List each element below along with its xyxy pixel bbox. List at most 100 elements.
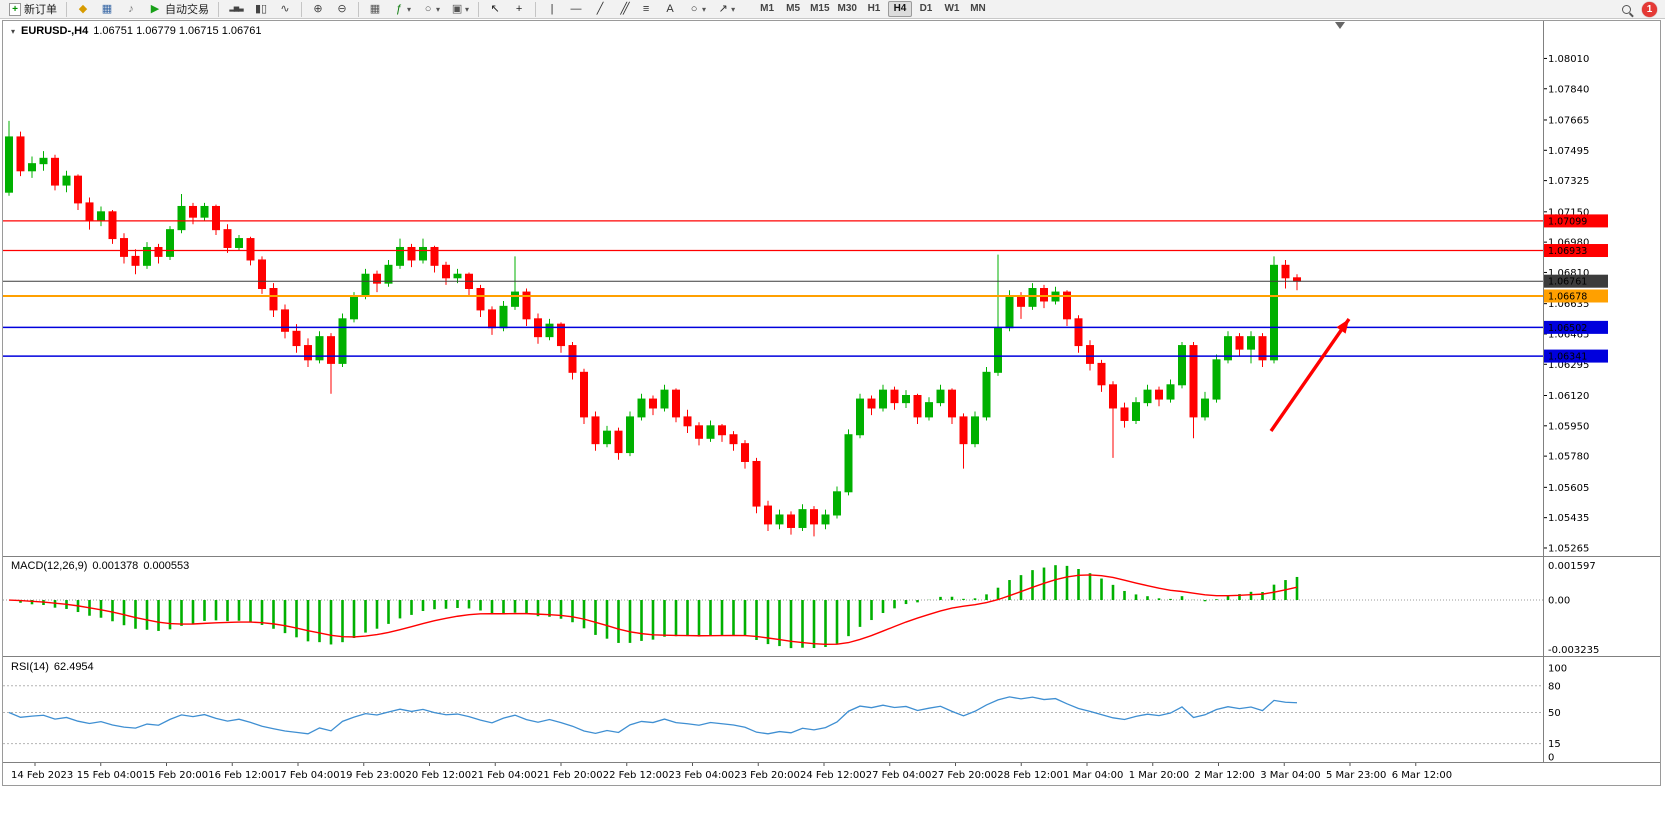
dropdown-arrow-icon[interactable]: ▾: [731, 4, 736, 14]
time-axis-label: 1 Mar 04:00: [1063, 770, 1123, 781]
candle-body: [258, 259, 266, 289]
price-axis-label: 1.07665: [1548, 115, 1589, 126]
candle-body: [522, 291, 531, 320]
zoom-out-button[interactable]: ⊖: [331, 1, 353, 17]
dropdown-arrow-icon[interactable]: ▾: [465, 4, 470, 14]
trendline-icon: ╱: [596, 3, 604, 15]
trend-arrow-head[interactable]: [1336, 319, 1349, 334]
price-chart[interactable]: 1.08010 1.07840 1.07665 1.07495 1.07325 1.071…: [3, 21, 1660, 785]
timeframe-h1-button[interactable]: H1: [867, 3, 881, 14]
price-axis-label: 1.06465: [1548, 329, 1589, 340]
timeframe-w1-button[interactable]: W1: [944, 3, 960, 14]
candle-body: [971, 416, 979, 445]
candle-body: [154, 246, 163, 257]
price-tag-label: 1.06502: [1548, 323, 1587, 334]
arrows-button[interactable]: ↗ ▾: [712, 1, 739, 17]
indicators-icon: ƒ: [395, 3, 403, 15]
dropdown-arrow-icon[interactable]: ▾: [407, 4, 412, 14]
rsi-value: 62.4954: [53, 661, 94, 673]
rsi-axis-label: 0: [1548, 753, 1554, 764]
candle-body: [580, 371, 588, 418]
candle-body: [1235, 336, 1244, 350]
trendline-button[interactable]: ╱: [589, 1, 611, 17]
price-axis-label: 1.06810: [1548, 268, 1589, 279]
dropdown-arrow-icon[interactable]: ▾: [702, 4, 707, 14]
notification-badge[interactable]: 1: [1642, 1, 1657, 17]
price-tag-label: 1.06761: [1548, 277, 1587, 288]
candle-body: [407, 246, 416, 261]
timeframe-m30-button[interactable]: M30: [837, 3, 857, 14]
candle-body: [1074, 318, 1083, 347]
candle-body: [1063, 291, 1071, 320]
periods-button[interactable]: ○ ▾: [417, 1, 444, 17]
templates-button[interactable]: ▣ ▾: [446, 1, 473, 17]
candle-body: [200, 205, 209, 218]
candle-body: [821, 514, 830, 525]
search-icon-handle: [1629, 12, 1634, 18]
timeframe-d1-button[interactable]: D1: [919, 3, 933, 14]
text-button[interactable]: A: [659, 1, 681, 17]
chart-candles-button[interactable]: ▮▯: [250, 1, 272, 17]
chart-line-button[interactable]: ∿: [274, 1, 296, 17]
tile-windows-button[interactable]: ▦: [364, 1, 386, 17]
candle-body: [1270, 264, 1278, 361]
horizontal-line-button[interactable]: —: [565, 1, 587, 17]
chart-symbol-label: EURUSD-,H4: [21, 25, 89, 37]
zoom-in-icon: ⊕: [313, 3, 323, 15]
price-axis-label: 1.06980: [1548, 238, 1589, 249]
alerts-button[interactable]: ♪: [120, 1, 142, 17]
new-order-button-label: 新订单: [24, 4, 57, 16]
candle-body: [729, 434, 738, 445]
price-tag: [1544, 274, 1608, 288]
time-axis-label: 1 Mar 20:00: [1129, 770, 1189, 781]
market-watch-button[interactable]: ▦: [96, 1, 118, 17]
chart-bars-button[interactable]: ▂▅▃: [224, 1, 248, 17]
chart-title-row: ▾ EURUSD-,H4 1.06751 1.06779 1.06715 1.0…: [11, 25, 261, 37]
chart-ohlc-values: 1.06751 1.06779 1.06715 1.06761: [93, 25, 262, 37]
candle-body: [511, 291, 519, 307]
time-axis-label: 21 Feb 04:00: [471, 770, 537, 781]
candle-body: [1201, 398, 1209, 418]
profiles-button[interactable]: ◆: [72, 1, 94, 17]
timeframe-m5-button[interactable]: M5: [786, 3, 801, 14]
new-order-button[interactable]: + 新订单: [5, 1, 61, 17]
fibonacci-button[interactable]: ≡: [635, 1, 657, 17]
indicators-button[interactable]: ƒ ▾: [388, 1, 415, 17]
price-tag: [1544, 320, 1608, 334]
candle-body: [787, 514, 795, 528]
trend-arrow[interactable]: [1269, 318, 1351, 432]
timeframe-m1-button[interactable]: M1: [760, 3, 775, 14]
dropdown-arrow-icon[interactable]: ▾: [436, 4, 441, 14]
search-button[interactable]: [1618, 1, 1635, 18]
chart-shift-marker[interactable]: [1335, 22, 1345, 29]
auto-trading-button[interactable]: ▶ 自动交易: [144, 1, 213, 17]
candle-body: [361, 273, 370, 297]
crosshair-button[interactable]: +: [508, 1, 530, 17]
cursor-button[interactable]: ↖: [484, 1, 506, 17]
price-axis-label: 1.06635: [1548, 299, 1589, 310]
candle-body: [660, 389, 669, 409]
vertical-line-button[interactable]: |: [541, 1, 563, 17]
zoom-in-button[interactable]: ⊕: [307, 1, 329, 17]
price-axis-label: 1.05605: [1548, 483, 1589, 494]
candle-body: [1005, 295, 1014, 329]
channel-button[interactable]: ╱╱: [613, 1, 633, 17]
time-axis-label: 16 Feb 12:00: [208, 770, 274, 781]
timeframe-mn-button[interactable]: MN: [970, 3, 986, 14]
template-icon: ▣: [451, 3, 463, 15]
candle-body: [499, 305, 508, 329]
rsi-axis-label: 15: [1548, 739, 1561, 750]
candle-body: [419, 246, 427, 261]
rsi-indicator-title: RSI(14): [11, 661, 49, 673]
candle-body: [1132, 402, 1140, 421]
timeframe-m15-button[interactable]: M15: [810, 3, 830, 14]
zoom-out-icon: ⊖: [337, 3, 347, 15]
one-click-trading-toggle-icon[interactable]: ▾: [11, 26, 16, 36]
timeframe-h4-button[interactable]: H4: [887, 1, 912, 17]
shapes-button[interactable]: ○ ▾: [683, 1, 710, 17]
fibonacci-icon: ≡: [642, 3, 650, 15]
time-axis-label: 19 Feb 23:00: [340, 770, 406, 781]
candle-body: [948, 389, 956, 418]
crosshair-icon: +: [515, 3, 523, 15]
market-watch-icon: ▦: [101, 3, 113, 15]
